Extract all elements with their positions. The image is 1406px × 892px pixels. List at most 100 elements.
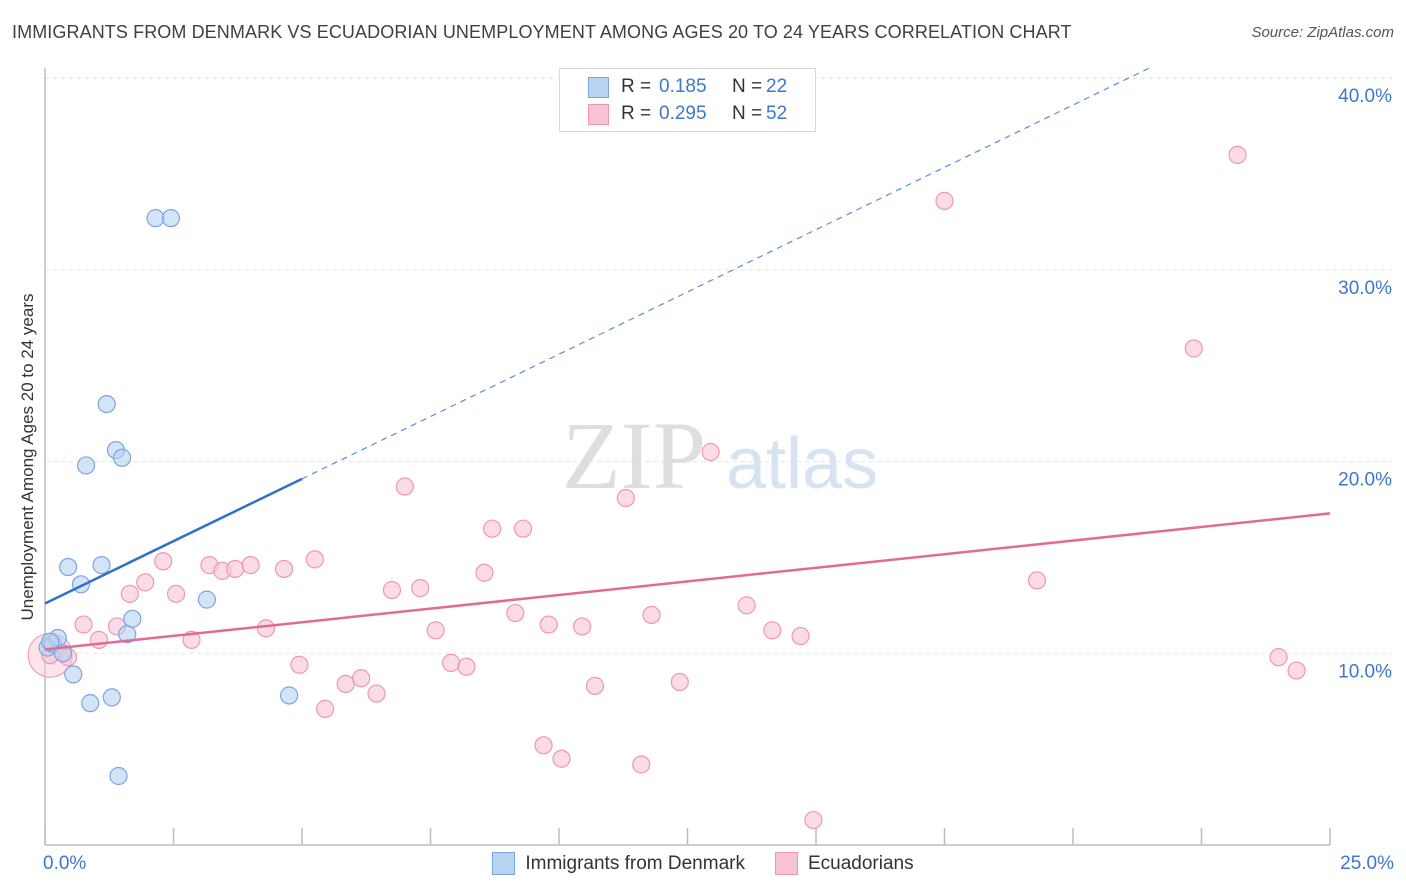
legend-r-value-denmark: 0.185 — [659, 76, 707, 97]
denmark-point — [59, 557, 78, 577]
series-name-denmark: Immigrants from Denmark — [525, 852, 745, 874]
denmark-point — [92, 556, 111, 575]
ecuadorians-point — [457, 657, 476, 676]
denmark-points — [38, 209, 299, 786]
series-legend-ecuadorians[interactable]: Ecuadorians — [774, 852, 914, 875]
legend-swatch-ecuadorians — [588, 103, 609, 125]
ecuadorians-point — [74, 615, 93, 634]
ecuadorians-point — [1287, 661, 1306, 680]
y-tick-label: 20.0% — [1338, 470, 1392, 491]
ecuadorians-point — [256, 619, 276, 638]
denmark-point — [77, 456, 96, 475]
ecuadorians-point — [616, 488, 635, 508]
series-swatch-ecuadorians — [774, 852, 798, 875]
ecuadorians-point — [426, 621, 445, 640]
ecuadorians-point — [642, 605, 661, 625]
ecuadorians-point — [290, 655, 309, 674]
ecuadorians-point — [367, 684, 386, 703]
denmark-point — [81, 694, 100, 713]
legend-n-label: N = — [732, 76, 763, 97]
legend-n-value-ecuadorians: 52 — [766, 103, 788, 124]
ecuadorians-point — [585, 676, 605, 695]
correlation-legend: R = 0.185 N = 22 R = 0.295 N = 52 — [559, 68, 816, 132]
ecuadorians-point — [166, 584, 186, 603]
ecuadorians-trend-line — [44, 512, 1331, 651]
trend-lines — [44, 67, 1331, 651]
ecuadorians-point — [382, 580, 402, 600]
series-legend-denmark[interactable]: Immigrants from Denmark — [492, 852, 745, 875]
y-tick-label: 40.0% — [1338, 86, 1392, 107]
ecuadorians-point — [411, 579, 430, 598]
ecuadorians-point — [352, 669, 371, 688]
y-tick-label: 30.0% — [1338, 278, 1392, 299]
series-legend: Immigrants from Denmark Ecuadorians — [0, 852, 1406, 875]
denmark-trend-extension — [301, 67, 1151, 480]
ecuadorians-point — [670, 672, 689, 692]
ecuadorians-point — [336, 674, 355, 694]
denmark-point — [97, 394, 116, 414]
ecuadorians-point — [1184, 339, 1203, 358]
ecuadorians-point — [136, 573, 155, 592]
ecuadorians-point — [120, 584, 139, 603]
watermark-atlas: atlas — [726, 424, 878, 504]
legend-row-denmark: R = 0.185 N = 22 — [560, 74, 787, 100]
ecuadorians-point — [274, 559, 294, 579]
denmark-point — [197, 590, 217, 609]
legend-r-label: R = — [621, 103, 652, 124]
ecuadorians-point — [305, 550, 324, 569]
ecuadorians-point — [1228, 145, 1247, 164]
legend-n-label: N = — [732, 103, 763, 124]
ecuadorians-point — [475, 563, 494, 582]
legend-r-label: R = — [621, 76, 652, 97]
y-tick-label: 10.0% — [1338, 661, 1392, 682]
legend-row-ecuadorians: R = 0.295 N = 52 — [560, 101, 787, 127]
ecuadorians-point — [791, 626, 810, 646]
ecuadorians-point — [534, 736, 553, 755]
ecuadorians-point — [935, 191, 954, 210]
ecuadorians-point — [737, 596, 756, 615]
source-label: Source: ZipAtlas.com — [1251, 24, 1394, 41]
legend-r-value-ecuadorians: 0.295 — [659, 103, 707, 124]
ecuadorians-point — [506, 603, 525, 623]
ecuadorians-point — [241, 556, 260, 575]
x-tick-label: 0.0% — [43, 853, 86, 874]
axes — [44, 68, 1331, 846]
ecuadorians-point — [539, 615, 558, 634]
legend-n-value-denmark: 22 — [766, 76, 788, 97]
ecuadorians-point — [1027, 571, 1047, 590]
denmark-trend-line — [44, 477, 303, 605]
x-tick-label: 25.0% — [1340, 853, 1394, 874]
ecuadorians-point — [1269, 648, 1288, 667]
tick-labels: 10.0% 20.0% 30.0% 40.0% 0.0% 25.0% — [43, 86, 1394, 874]
chart-title: IMMIGRANTS FROM DENMARK VS ECUADORIAN UN… — [12, 22, 1072, 42]
legend-swatch-denmark — [588, 76, 609, 98]
ecuadorians-point — [804, 810, 823, 830]
ecuadorians-point — [573, 617, 592, 636]
ecuadorians-point — [552, 749, 571, 768]
ecuadorians-point — [483, 519, 502, 538]
denmark-point — [161, 209, 181, 228]
ecuadorians-point — [226, 559, 245, 579]
ecuadorians-point — [441, 653, 461, 672]
ecuadorians-point — [701, 442, 720, 462]
ecuadorians-point — [395, 477, 414, 496]
watermark-zip: ZIP — [562, 402, 706, 509]
denmark-point — [112, 448, 132, 467]
denmark-point — [123, 609, 142, 628]
ecuadorians-point — [513, 519, 533, 538]
ecuadorians-point — [632, 755, 651, 774]
denmark-point — [64, 665, 83, 684]
denmark-point — [146, 209, 165, 228]
ecuadorians-point — [154, 552, 173, 571]
series-name-ecuadorians: Ecuadorians — [807, 852, 914, 874]
y-axis-label: Unemployment Among Ages 20 to 24 years — [18, 293, 37, 621]
denmark-point — [41, 632, 60, 651]
ecuadorians-point — [763, 621, 782, 640]
denmark-point — [280, 686, 299, 705]
denmark-point — [109, 766, 128, 786]
denmark-point — [102, 688, 121, 707]
ecuadorians-point — [89, 630, 109, 649]
series-swatch-denmark — [492, 852, 516, 875]
ecuadorians-point — [316, 699, 335, 718]
